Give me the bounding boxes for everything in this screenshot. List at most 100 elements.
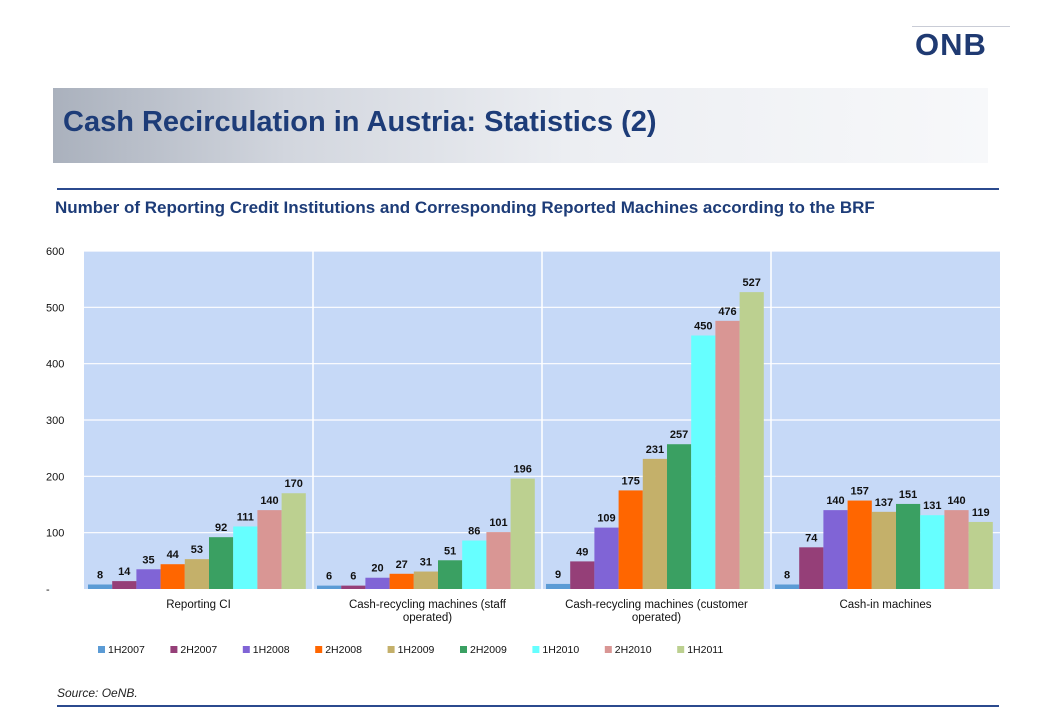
bar [257, 510, 282, 589]
data-label: 8 [97, 569, 103, 581]
y-tick-label: - [46, 584, 50, 596]
y-tick-label: 400 [46, 359, 64, 371]
data-label: 140 [826, 495, 844, 507]
legend-label: 1H2010 [542, 644, 579, 656]
category-label: Reporting CI [166, 599, 231, 611]
bar [594, 527, 619, 589]
data-label: 257 [670, 429, 688, 441]
page-title: Cash Recirculation in Austria: Statistic… [63, 106, 657, 138]
data-label: 74 [805, 532, 818, 544]
data-label: 6 [350, 571, 356, 583]
bar [871, 511, 896, 589]
bar [438, 560, 463, 589]
data-label: 527 [743, 277, 761, 289]
data-label: 49 [576, 546, 588, 558]
data-label: 86 [468, 526, 480, 538]
bar [510, 478, 535, 589]
bar [775, 584, 800, 589]
bar [209, 537, 234, 589]
bar [233, 526, 258, 589]
bar [546, 583, 571, 589]
source-note: Source: OeNB. [57, 686, 138, 700]
legend-label: 2H2007 [180, 644, 217, 656]
category-label: operated) [403, 612, 452, 624]
y-tick-label: 500 [46, 302, 64, 314]
legend-swatch [387, 646, 395, 653]
legend-label: 2H2009 [470, 644, 507, 656]
data-label: 9 [555, 569, 561, 581]
data-label: 44 [167, 549, 180, 561]
data-label: 151 [899, 489, 917, 501]
bar [896, 503, 921, 589]
legend-swatch [532, 646, 540, 653]
legend-label: 2H2008 [325, 644, 362, 656]
data-label: 175 [622, 475, 640, 487]
legend-swatch [170, 646, 178, 653]
data-label: 196 [514, 464, 532, 476]
category-label: Cash-in machines [839, 599, 931, 611]
y-tick-label: 600 [46, 246, 64, 258]
data-label: 51 [444, 545, 456, 557]
data-label: 231 [646, 444, 664, 456]
legend-swatch [242, 646, 250, 653]
bar [317, 585, 342, 589]
legend-label: 1H2011 [687, 644, 723, 656]
bar [847, 500, 872, 589]
data-label: 131 [923, 500, 941, 512]
bar [112, 581, 137, 589]
y-tick-label: 100 [46, 528, 64, 540]
bar [413, 571, 438, 589]
data-label: 137 [875, 497, 893, 509]
chart-subtitle: Number of Reporting Credit Institutions … [55, 198, 875, 217]
data-label: 119 [972, 507, 990, 519]
bar [184, 559, 209, 589]
bar [691, 335, 716, 589]
bar [799, 547, 824, 589]
bar [944, 510, 969, 589]
data-label: 140 [260, 495, 278, 507]
data-label: 35 [142, 554, 154, 566]
bottom-divider [57, 705, 999, 707]
legend-label: 1H2007 [108, 644, 145, 656]
bar [715, 320, 740, 589]
category-label: Cash-recycling machines (staff [349, 599, 507, 611]
data-label: 111 [237, 511, 254, 523]
bar [365, 577, 390, 589]
data-label: 6 [326, 571, 332, 583]
logo-frame [912, 26, 1010, 61]
bar [136, 569, 161, 589]
data-label: 140 [947, 495, 965, 507]
bar [570, 561, 595, 589]
bar [281, 493, 306, 589]
bar [667, 444, 692, 589]
bar [968, 521, 993, 589]
data-label: 450 [694, 321, 712, 333]
bar [920, 515, 945, 589]
legend-swatch [604, 646, 612, 653]
data-label: 8 [784, 569, 790, 581]
data-label: 53 [191, 544, 203, 556]
data-label: 109 [597, 513, 615, 525]
oenb-logo: ONB [915, 27, 987, 62]
data-label: 31 [420, 557, 432, 569]
category-label: Cash-recycling machines (customer [565, 599, 748, 611]
data-label: 170 [285, 478, 303, 490]
y-tick-label: 300 [46, 415, 64, 427]
data-label: 20 [371, 563, 383, 575]
title-band [53, 88, 988, 163]
top-divider [57, 188, 999, 190]
legend-swatch [315, 646, 323, 653]
data-label: 157 [851, 486, 869, 498]
bar [88, 584, 113, 589]
data-label: 92 [215, 522, 227, 534]
legend-swatch [98, 646, 105, 653]
bar [618, 490, 643, 589]
legend-label: 1H2008 [253, 644, 290, 656]
legend-label: 2H2010 [615, 644, 652, 656]
bar [739, 292, 764, 589]
bar [389, 573, 414, 589]
bar [462, 540, 487, 589]
legend-label: 1H2009 [398, 644, 435, 656]
data-label: 14 [118, 566, 131, 578]
